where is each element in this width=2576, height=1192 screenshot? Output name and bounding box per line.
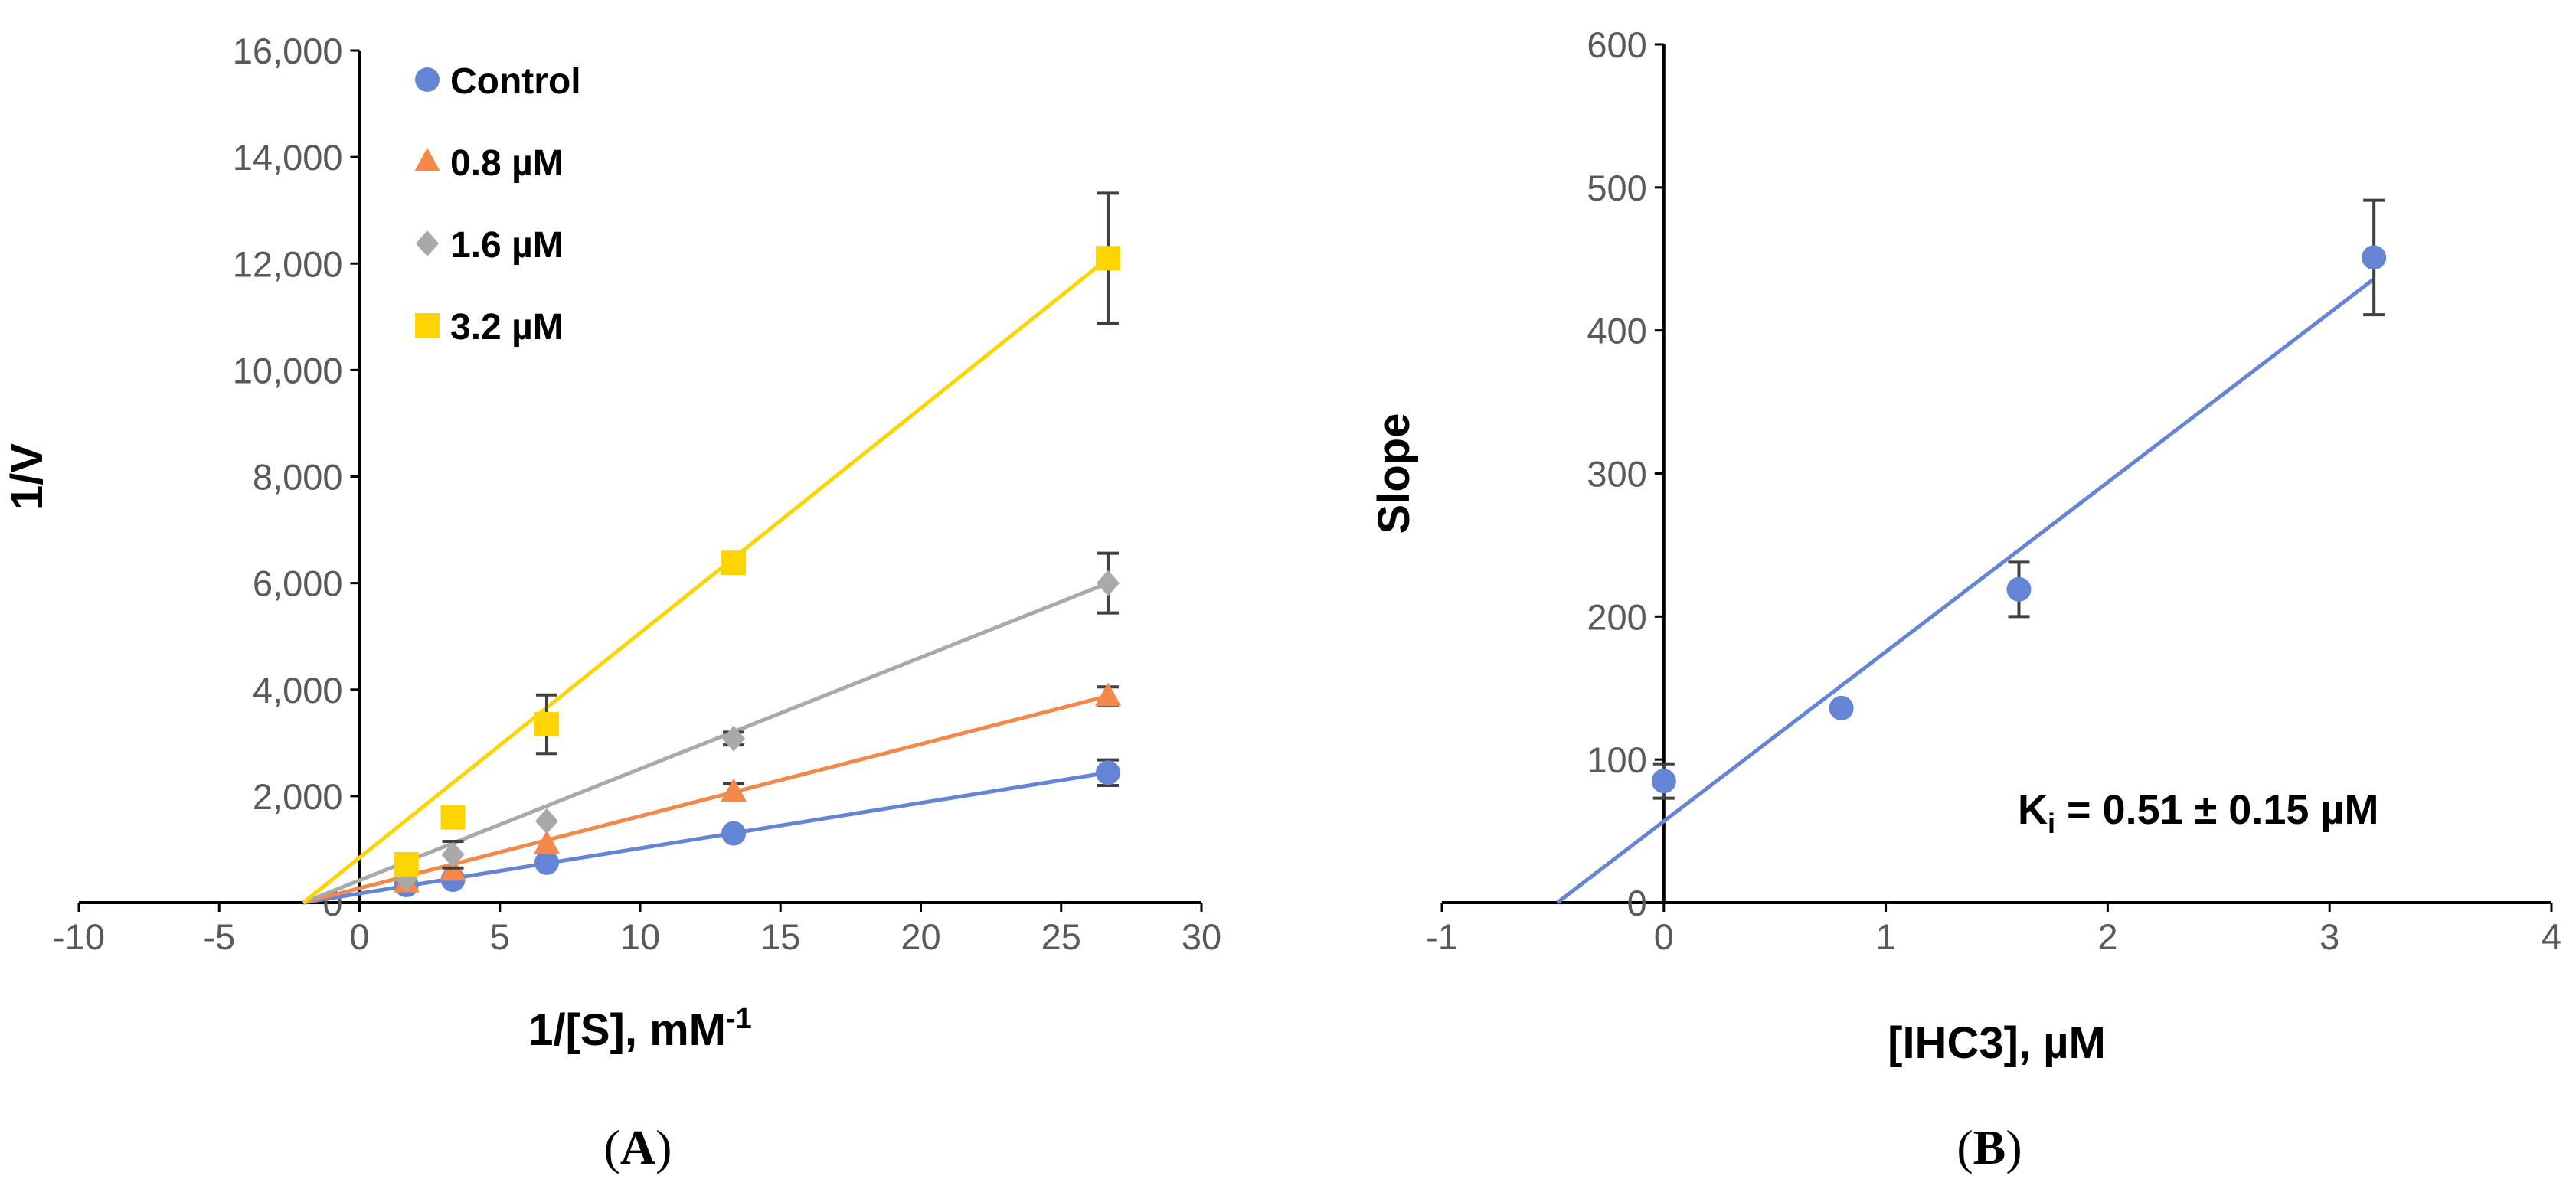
y-tick-label-b: 400	[1587, 311, 1646, 351]
y-tick-label-a: 14,000	[233, 137, 343, 178]
legend-label-1: 0.8 µM	[450, 143, 564, 184]
y-tick-label-b: 600	[1587, 24, 1646, 65]
y-tick-label-a: 4,000	[253, 670, 343, 710]
y-axis-title-b: Slope	[1369, 413, 1419, 534]
data-point-a-3	[721, 550, 747, 576]
series-a-3	[302, 191, 1120, 904]
legend-label-0: Control	[450, 61, 581, 102]
x-tick-label-a: 30	[1182, 916, 1221, 957]
trend-line-a-1	[302, 694, 1109, 905]
panel-label-close-a: )	[655, 1120, 672, 1174]
y-tick-label-a: 12,000	[233, 243, 343, 284]
x-tick-label-b: 4	[2542, 916, 2561, 957]
y-tick-label-b: 200	[1587, 596, 1646, 637]
x-tick-label-b: 1	[1876, 916, 1896, 957]
x-axis-title-sup-a: -1	[726, 1003, 752, 1035]
y-tick-label-b: 500	[1587, 168, 1646, 208]
x-axis-title-a: 1/[S], mM-1	[528, 1003, 752, 1055]
series-a-1	[302, 682, 1121, 905]
legend-label-2: 1.6 µM	[450, 225, 564, 266]
data-point-a-2	[441, 841, 465, 868]
x-tick-label-a: -10	[53, 916, 105, 957]
x-tick-label-a: 15	[760, 916, 800, 957]
series-a-2	[302, 551, 1120, 905]
data-point-a-1	[1094, 682, 1121, 707]
x-tick-label-b: 0	[1654, 916, 1674, 957]
panel-label-close-b: )	[2006, 1120, 2022, 1174]
data-point-a-3	[394, 851, 419, 877]
x-tick-label-a: 10	[620, 916, 660, 957]
panel-label-letter-a: A	[620, 1120, 655, 1174]
panel-label-open-b: (	[1957, 1120, 1973, 1174]
data-point-b-0	[2006, 576, 2032, 602]
trend-line-a-3	[302, 256, 1110, 904]
data-point-a-3	[440, 805, 466, 830]
data-point-a-3	[1095, 246, 1120, 271]
x-axis-title-text-b: [IHC3], µM	[1888, 1018, 2106, 1068]
y-tick-label-b: 100	[1587, 740, 1646, 780]
x-axis-title-text-a: 1/[S], mM	[528, 1005, 726, 1055]
x-tick-label-a: 25	[1041, 916, 1081, 957]
trend-line-b-0	[1556, 277, 2375, 904]
x-tick-label-b: -1	[1426, 916, 1458, 957]
y-tick-label-a: 10,000	[233, 350, 343, 390]
x-tick-label-b: 3	[2319, 916, 2339, 957]
panel-label-letter-b: B	[1973, 1120, 2006, 1174]
data-point-a-3	[534, 711, 559, 736]
legend-label-3: 3.2 µM	[450, 307, 564, 348]
panel-label-a: (A)	[604, 1120, 672, 1174]
ki-annotation-sub: i	[2048, 808, 2055, 839]
data-point-a-1	[721, 778, 747, 802]
x-axis-title-b: [IHC3], µM	[1888, 1018, 2106, 1068]
panel-b-chart: -1 0 1 2 3 4 0 100 200 300 400 500 600 [IHC3], µM Slop…	[1369, 24, 2561, 1174]
x-tick-label-a: -5	[203, 916, 235, 957]
x-tick-label-b: 2	[2097, 916, 2117, 957]
panel-a-chart: -10 -5 0 5 10 15 20 25 3002,0004,0006,0008,00010…	[2, 31, 1221, 1174]
data-point-a-0	[534, 850, 559, 875]
legend-marker-0	[415, 67, 440, 92]
data-point-a-1	[533, 830, 560, 854]
legend-marker-3	[415, 313, 440, 338]
y-tick-label-a: 16,000	[233, 31, 343, 71]
y-axis-title-a: 1/V	[2, 443, 52, 510]
trend-line-a-2	[302, 581, 1109, 905]
y-tick-label-a: 6,000	[253, 563, 343, 604]
series-a-0	[302, 758, 1120, 905]
data-point-a-2	[534, 808, 558, 834]
x-tick-label-a: 5	[490, 916, 510, 957]
x-tick-label-a: 0	[349, 916, 369, 957]
ki-annotation-value: = 0.51 ± 0.15 µM	[2055, 787, 2378, 833]
y-tick-label-a: 2,000	[253, 776, 343, 817]
panel-label-open-a: (	[604, 1120, 620, 1174]
series-b-0	[1556, 198, 2387, 904]
data-point-a-0	[1095, 760, 1120, 785]
ki-annotation-k: K	[2018, 787, 2048, 833]
x-tick-label-a: 20	[901, 916, 940, 957]
ki-annotation: Ki = 0.51 ± 0.15 µM	[2018, 787, 2379, 839]
data-point-a-2	[722, 725, 746, 752]
data-point-b-0	[2362, 245, 2387, 270]
y-tick-label-a: 8,000	[253, 457, 343, 498]
data-point-a-2	[1096, 570, 1120, 596]
legend-marker-1	[414, 148, 440, 171]
y-tick-label-b: 300	[1587, 454, 1646, 495]
y-tick-label-b: 0	[1627, 883, 1647, 923]
legend-marker-2	[416, 230, 439, 256]
data-point-a-0	[721, 821, 747, 846]
data-point-b-0	[1829, 695, 1854, 720]
trend-line-a-0	[302, 770, 1109, 905]
data-point-b-0	[1651, 769, 1676, 794]
panel-label-b: (B)	[1957, 1120, 2022, 1174]
